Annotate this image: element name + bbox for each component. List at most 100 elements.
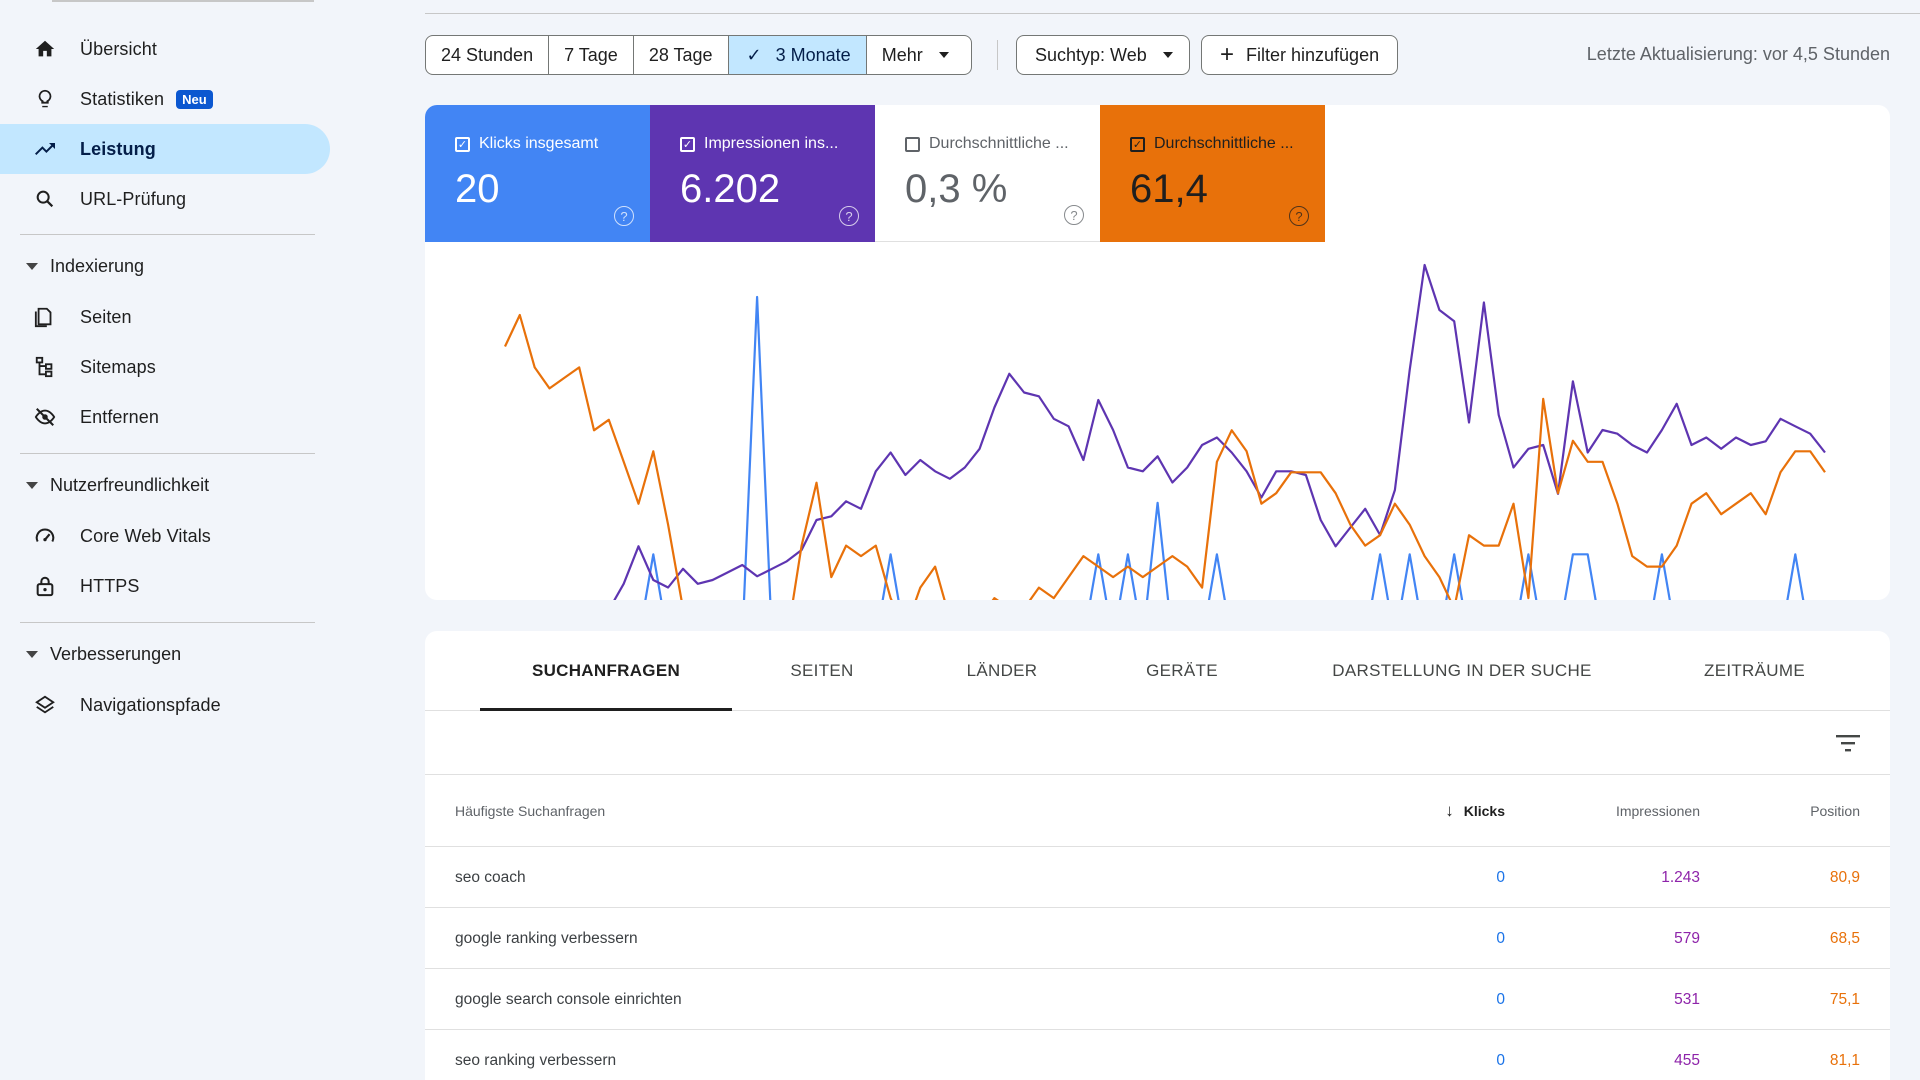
- table-header: Häufigste Suchanfragen ↓ Klicks Impressi…: [425, 775, 1890, 847]
- column-header-position[interactable]: Position: [1810, 803, 1860, 819]
- cell-position: 81,1: [1829, 1051, 1860, 1069]
- performance-line-chart[interactable]: 17.04.2526.04.2505.05.2514.05.2523.05.25…: [425, 242, 1890, 600]
- tab-queries[interactable]: SUCHANFRAGEN: [531, 661, 681, 680]
- metric-card-position[interactable]: ✓ Durchschnittliche ... 61,4 ?: [1100, 105, 1325, 242]
- range-24h-button[interactable]: 24 Stunden: [426, 36, 550, 74]
- metric-label: ✓ Klicks insgesamt: [455, 135, 650, 153]
- metric-card-impressions[interactable]: ✓ Impressionen ins... 6.202 ?: [650, 105, 875, 242]
- help-icon[interactable]: ?: [614, 206, 634, 226]
- range-7d-button[interactable]: 7 Tage: [549, 36, 634, 74]
- lock-icon: [32, 573, 58, 599]
- metric-label: ✓ Impressionen ins...: [680, 135, 875, 153]
- metric-value: 20: [455, 167, 500, 211]
- filter-list-icon[interactable]: [1836, 733, 1860, 753]
- sidebar-item-insights[interactable]: Statistiken Neu: [0, 74, 330, 124]
- sidebar-section-enhancements[interactable]: Verbesserungen: [26, 639, 181, 669]
- column-header-query[interactable]: Häufigste Suchanfragen: [455, 803, 606, 819]
- tab-dates[interactable]: ZEITRÄUME: [1704, 661, 1805, 680]
- column-header-label: Klicks: [1463, 803, 1505, 819]
- range-label: 3 Monate: [775, 44, 851, 65]
- toolbar-separator: [997, 40, 998, 70]
- metric-card-ctr[interactable]: Durchschnittliche ... 0,3 % ?: [875, 105, 1100, 242]
- tab-countries[interactable]: LÄNDER: [966, 661, 1038, 680]
- checkbox-checked-icon[interactable]: ✓: [455, 136, 470, 152]
- sidebar-item-overview[interactable]: Übersicht: [0, 24, 330, 74]
- range-28d-button[interactable]: 28 Tage: [634, 36, 729, 74]
- sidebar-item-core-web-vitals[interactable]: Core Web Vitals: [0, 511, 330, 561]
- new-badge: Neu: [176, 89, 213, 109]
- sidebar-item-label: Leistung: [80, 138, 156, 159]
- layers-icon: [32, 692, 58, 718]
- table-filter-row: [425, 711, 1890, 775]
- header-divider: [425, 13, 1920, 14]
- cell-clicks: 0: [1496, 990, 1505, 1008]
- add-filter-button[interactable]: + Filter hinzufügen: [1201, 35, 1399, 75]
- metric-label: ✓ Durchschnittliche ...: [1130, 135, 1325, 153]
- checkbox-checked-icon[interactable]: ✓: [1130, 136, 1145, 152]
- search-icon: [32, 186, 58, 212]
- sidebar-item-removals[interactable]: Entfernen: [0, 392, 330, 442]
- metric-value: 6.202: [680, 167, 781, 211]
- sidebar-item-label: Sitemaps: [80, 356, 156, 377]
- series-line-1: [613, 263, 1826, 600]
- series-line-2: [504, 313, 1826, 600]
- data-table-card: SUCHANFRAGEN SEITEN LÄNDER GERÄTE DARSTE…: [425, 631, 1890, 1080]
- cell-impressions: 455: [1674, 1051, 1700, 1069]
- metric-label-text: Impressionen ins...: [704, 135, 839, 152]
- help-icon[interactable]: ?: [1064, 205, 1084, 225]
- sidebar-item-label: Statistiken: [80, 88, 165, 109]
- sidebar-item-label: Übersicht: [80, 38, 157, 59]
- cell-impressions: 1.243: [1661, 868, 1700, 886]
- last-update-text: Letzte Aktualisierung: vor 4,5 Stunden: [1586, 44, 1890, 64]
- cell-clicks: 0: [1496, 929, 1505, 947]
- sidebar-item-url-inspection[interactable]: URL-Prüfung: [0, 174, 330, 224]
- check-icon: ✓: [746, 44, 762, 65]
- sidebar-section-indexing[interactable]: Indexierung: [26, 251, 144, 281]
- cell-position: 68,5: [1829, 929, 1860, 947]
- sidebar-item-https[interactable]: HTTPS: [0, 561, 330, 611]
- help-icon[interactable]: ?: [839, 206, 859, 226]
- cell-query: seo coach: [455, 868, 526, 886]
- metric-value: 61,4: [1130, 167, 1208, 211]
- column-header-impressions[interactable]: Impressionen: [1615, 803, 1700, 819]
- metric-card-clicks[interactable]: ✓ Klicks insgesamt 20 ?: [425, 105, 650, 242]
- table-row[interactable]: seo ranking verbessern 0 455 81,1: [425, 1030, 1890, 1080]
- more-ranges-dropdown[interactable]: Mehr: [867, 36, 971, 74]
- eye-off-icon: [32, 404, 58, 430]
- sidebar-item-breadcrumbs[interactable]: Navigationspfade: [0, 680, 330, 730]
- table-row[interactable]: seo coach 0 1.243 80,9: [425, 847, 1890, 908]
- sidebar-item-label: Seiten: [80, 306, 132, 327]
- sidebar-item-pages[interactable]: Seiten: [0, 292, 330, 342]
- sidebar-section-label: Verbesserungen: [50, 643, 182, 664]
- sidebar-item-label: Navigationspfade: [80, 694, 221, 715]
- cell-clicks: 0: [1496, 868, 1505, 886]
- sidebar-item-performance[interactable]: Leistung: [0, 124, 330, 174]
- tab-devices[interactable]: GERÄTE: [1146, 661, 1218, 680]
- checkbox-checked-icon[interactable]: ✓: [680, 136, 695, 152]
- sidebar-divider: [20, 453, 315, 454]
- date-range-selector: 24 Stunden 7 Tage 28 Tage ✓ 3 Monate Meh…: [425, 35, 972, 75]
- series-line-0: [644, 295, 1805, 600]
- table-row[interactable]: google search console einrichten 0 531 7…: [425, 969, 1890, 1030]
- caret-down-icon: [26, 650, 38, 658]
- search-type-dropdown[interactable]: Suchtyp: Web: [1016, 35, 1190, 75]
- plus-icon: +: [1220, 41, 1235, 68]
- tab-pages[interactable]: SEITEN: [790, 661, 854, 680]
- sidebar-item-label: Core Web Vitals: [80, 525, 211, 546]
- sidebar-item-sitemaps[interactable]: Sitemaps: [0, 342, 330, 392]
- search-type-label: Suchtyp: Web: [1035, 44, 1147, 65]
- range-3m-button[interactable]: ✓ 3 Monate: [728, 36, 867, 74]
- performance-card: ✓ Klicks insgesamt 20 ? ✓ Impressionen ins…: [425, 105, 1890, 600]
- cell-query: google ranking verbessern: [455, 929, 638, 947]
- table-row[interactable]: google ranking verbessern 0 579 68,5: [425, 908, 1890, 969]
- checkbox-unchecked-icon[interactable]: [905, 136, 920, 152]
- sidebar-top-divider: [52, 0, 314, 2]
- tab-search-appearance[interactable]: DARSTELLUNG IN DER SUCHE: [1332, 661, 1592, 680]
- range-label: 7 Tage: [564, 44, 618, 65]
- column-header-clicks[interactable]: ↓ Klicks: [1445, 775, 1505, 847]
- cell-clicks: 0: [1496, 1051, 1505, 1069]
- cell-position: 75,1: [1829, 990, 1860, 1008]
- help-icon[interactable]: ?: [1289, 206, 1309, 226]
- caret-down-icon: [26, 481, 38, 489]
- sidebar-section-experience[interactable]: Nutzerfreundlichkeit: [26, 470, 209, 500]
